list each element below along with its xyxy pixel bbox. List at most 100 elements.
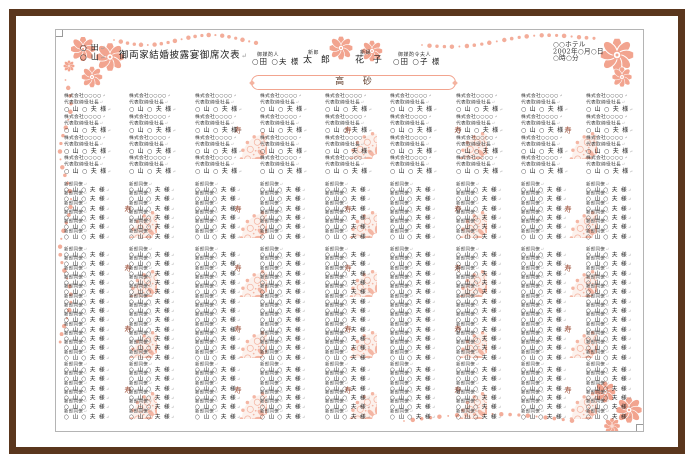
guest-name: ○ 山 ○ 夫 様↵ [259,250,306,258]
table-marker-kanji: 寿 [344,386,351,395]
guest-entry: 新郎同僚↵ ○ 山 ○ 夫 様↵ [64,381,131,392]
guest-relation: 新郎同僚↵ [390,182,414,187]
guest-name: ○ 山 ○ 夫 様↵ [455,375,502,383]
guest-entry: 新郎同僚↵ ○ 山 ○ 夫 様↵ [586,340,643,351]
guest-name: ○ 山 ○ 夫 様↵ [455,297,502,305]
guest-relation: 新郎同僚↵ [325,228,349,234]
guest-relation: 新郎同僚↵ [520,330,544,336]
guest-name: ○ 山 ○ 夫 様↵ [64,105,112,113]
guest-entry: 新郎同僚↵ ○ 山 ○ 夫 様↵ [390,210,457,221]
guest-name: ○ 山 ○ 夫 様↵ [520,260,567,268]
guest-relation: 新郎同僚↵ [64,389,88,395]
guest-grid: 株式会社○○○○↵ 代表取締役社長↵ ○ 山 ○ 夫 様↵ 株式会社○○○○↵ 代表取締… [56,30,643,431]
guest-name: ○ 山 ○ 夫 様↵ [64,250,110,258]
guest-entry: 新郎同僚↵ ○ 山 ○ 夫 様↵ [521,247,588,258]
guest-name: ○ 山 ○ 夫 様↵ [194,325,241,333]
guest-entry: 新郎同僚↵ ○ 山 ○ 夫 様↵ [456,191,523,202]
guest-entry: 新郎同僚↵ ○ 山 ○ 夫 様↵ [586,390,643,401]
guest-entry: 新郎同僚↵ ○ 山 ○ 夫 様↵ [64,322,131,333]
guest-relation: 新郎同僚↵ [64,408,88,414]
guest-relation: 新郎同僚↵ [455,321,479,327]
table-marker-kanji: 寿 [124,386,131,395]
guest-entry: 新郎同僚↵ ○ 山 ○ 夫 様↵ [586,201,643,212]
guest-relation: 新郎同僚↵ [586,209,610,215]
guest-entry: 新郎同僚↵ ○ 山 ○ 夫 様↵ [129,284,196,295]
guest-entry: 新郎同僚↵ ○ 山 ○ 夫 様↵ [586,381,643,392]
guest-entry: 新郎同僚↵ ○ 山 ○ 夫 様↵ [456,371,523,382]
guest-relation: 新郎同僚↵ [390,340,414,346]
guest-job-title: 代表取締役社長↵ [520,161,560,168]
page-title: 御両家結婚披露宴御席次表↵ [119,50,248,61]
guest-entry: 株式会社○○○○↵ 代表取締役社長↵ ○ 山 ○ 夫 様↵ [456,135,523,156]
guest-name: ○ 山 ○ 夫 様↵ [586,384,632,392]
guest-entry: 新郎同僚↵ ○ 山 ○ 夫 様↵ [260,362,327,373]
guest-relation: 新郎同僚↵ [390,284,414,290]
table-marker-kanji: 寿 [564,126,571,135]
guest-entry: 新郎同僚↵ ○ 山 ○ 夫 様↵ [260,322,327,333]
guest-entry: 株式会社○○○○↵ 代表取締役社長↵ ○ 山 ○ 夫 様↵ [129,135,196,156]
guest-entry: 新郎同僚↵ ○ 山 ○ 夫 様↵ [456,322,523,333]
guest-relation: 新郎同僚↵ [325,312,349,318]
guest-relation: 新郎同僚↵ [259,274,283,280]
guest-entry: 新郎同僚↵ ○ 山 ○ 夫 様↵ [260,340,327,351]
guest-name: ○ 山 ○ 夫 様↵ [455,278,502,286]
guest-relation: 新郎同僚↵ [455,408,479,414]
guest-entry: 株式会社○○○○↵ 代表取締役社長↵ ○ 山 ○ 夫 様↵ [456,114,523,135]
guest-name: ○ 山 ○ 夫 様↵ [325,195,371,203]
guest-relation: 新郎同僚↵ [586,321,610,327]
guest-job-title: 代表取締役社長↵ [520,140,560,147]
guest-name: ○ 山 ○ 夫 様↵ [325,393,371,401]
guest-relation: 新郎同僚↵ [455,399,479,405]
guest-name: ○ 山 ○ 夫 様↵ [259,375,306,383]
guest-entry: 新郎同僚↵ ○ 山 ○ 夫 様↵ [586,331,643,342]
guest-relation: 新郎同僚↵ [64,293,88,299]
guest-entry: 新郎同僚↵ ○ 山 ○ 夫 様↵ [195,219,262,230]
guest-name: ○ 山 ○ 夫 様↵ [455,402,502,410]
guest-entry: 新郎同僚↵ ○ 山 ○ 夫 様↵ [129,247,196,258]
guest-name: ○ 山 ○ 夫 様↵ [586,325,632,333]
guest-entry: 新郎同僚↵ ○ 山 ○ 夫 様↵ [390,229,457,240]
guest-entry: 新郎同僚↵ ○ 山 ○ 夫 様↵ [129,191,196,202]
guest-relation: 新郎同僚↵ [129,399,153,405]
guest-entry: 新郎同僚↵ ○ 山 ○ 夫 様↵ [325,182,392,193]
table-doily-icon: 寿 [454,126,487,159]
table-doily-icon: 寿 [564,126,597,159]
guest-entry: 新郎同僚↵ ○ 山 ○ 夫 様↵ [64,219,131,230]
guest-relation: 新郎同僚↵ [586,312,610,318]
guest-entry: 新郎同僚↵ ○ 山 ○ 夫 様↵ [456,247,523,258]
guest-name: ○ 山 ○ 夫 様↵ [586,334,632,342]
guest-relation: 新郎同僚↵ [325,362,349,367]
guest-relation: 新郎同僚↵ [390,293,414,299]
guest-entry: 新郎同僚↵ ○ 山 ○ 夫 様↵ [195,371,262,382]
guest-name: ○ 山 ○ 夫 様↵ [390,343,437,351]
guest-name: ○ 山 ○ 夫 様↵ [586,343,632,351]
guest-relation: 新郎同僚↵ [64,349,88,355]
guest-name: ○ 山 ○ 夫 様↵ [455,232,502,240]
guest-job-title: 代表取締役社長↵ [586,161,626,168]
guest-affiliation: 株式会社○○○○↵ [390,134,432,141]
guest-job-title: 代表取締役社長↵ [390,140,430,147]
guest-name: ○ 山 ○ 夫 様↵ [586,222,632,230]
guest-entry: 新郎同僚↵ ○ 山 ○ 夫 様↵ [260,266,327,277]
guest-relation: 新郎同僚↵ [129,371,153,377]
guest-name: ○ 山 ○ 夫 様↵ [520,204,567,212]
guest-name: ○ 山 ○ 夫 様↵ [64,384,110,392]
guest-name: ○ 山 ○ 夫 様↵ [64,306,110,314]
guest-name: ○ 山 ○ 夫 様↵ [325,278,371,286]
guest-relation: 新郎同僚↵ [129,362,153,367]
guest-entry: 株式会社○○○○↵ 代表取締役社長↵ ○ 山 ○ 夫 様↵ [325,135,392,156]
guest-relation: 新郎同僚↵ [520,371,544,377]
guest-name: ○ 山 ○ 夫 様↵ [455,269,502,277]
guest-name: ○ 山 ○ 夫 様↵ [194,213,241,221]
guest-entry: 新郎同僚↵ ○ 山 ○ 夫 様↵ [390,350,457,361]
guest-relation: 新郎同僚↵ [455,265,479,271]
guest-name: ○ 山 ○ 夫 様↵ [520,213,567,221]
guest-relation: 新郎同僚↵ [259,293,283,299]
guest-entry: 新郎同僚↵ ○ 山 ○ 夫 様↵ [390,322,457,333]
guest-name: ○ 山 ○ 夫 様↵ [325,269,371,277]
guest-name: ○ 山 ○ 夫 様↵ [259,232,306,240]
table-marker-kanji: 寿 [564,205,571,214]
guest-relation: 新郎同僚↵ [64,284,88,290]
guest-entry: 新郎同僚↵ ○ 山 ○ 夫 様↵ [521,381,588,392]
guest-name: ○ 山 ○ 夫 様↵ [520,353,567,361]
